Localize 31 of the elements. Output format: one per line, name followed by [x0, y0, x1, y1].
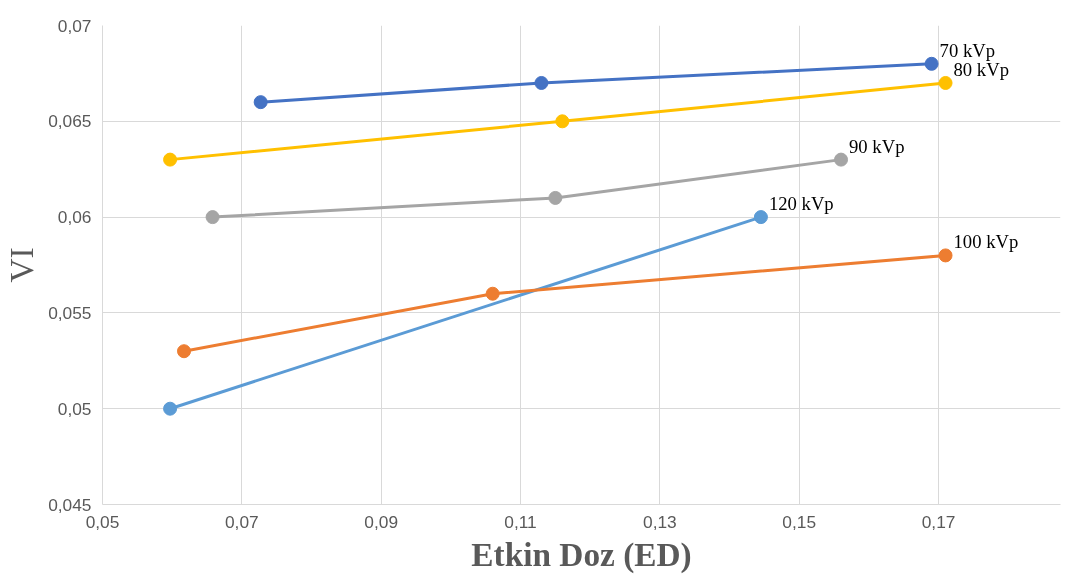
x-tick-label: 0,07	[224, 511, 259, 532]
point	[555, 114, 570, 129]
y-tick-label: 0,05	[57, 398, 92, 419]
y-axis-title: VI	[3, 247, 41, 283]
point	[548, 190, 563, 205]
point	[834, 152, 849, 167]
point	[753, 210, 768, 225]
series-label: 90 kVp	[849, 135, 905, 157]
series-label: 120 kVp	[768, 193, 834, 215]
y-tick-label: 0,07	[57, 15, 92, 36]
x-tick-label: 0,11	[504, 511, 537, 532]
point	[163, 152, 178, 167]
x-tick-label: 0,13	[643, 511, 677, 532]
series-label: 70 kVp	[939, 39, 996, 61]
x-tick-label: 0,15	[782, 511, 817, 532]
x-tick-label: 0,09	[364, 511, 399, 532]
y-tick-label: 0,06	[57, 207, 92, 228]
point	[938, 75, 953, 90]
point	[534, 75, 549, 90]
point	[205, 210, 220, 225]
point	[177, 344, 192, 359]
point	[253, 95, 268, 110]
series-label: 100 kVp	[953, 231, 1019, 253]
point	[938, 248, 953, 263]
x-axis-title: Etkin Doz (ED)	[471, 535, 692, 574]
point	[485, 286, 500, 301]
y-tick-label: 0,065	[48, 111, 92, 132]
point	[924, 56, 939, 71]
x-tick-label: 0,17	[921, 511, 956, 532]
y-tick-label: 0,055	[48, 302, 92, 323]
point	[163, 401, 178, 416]
